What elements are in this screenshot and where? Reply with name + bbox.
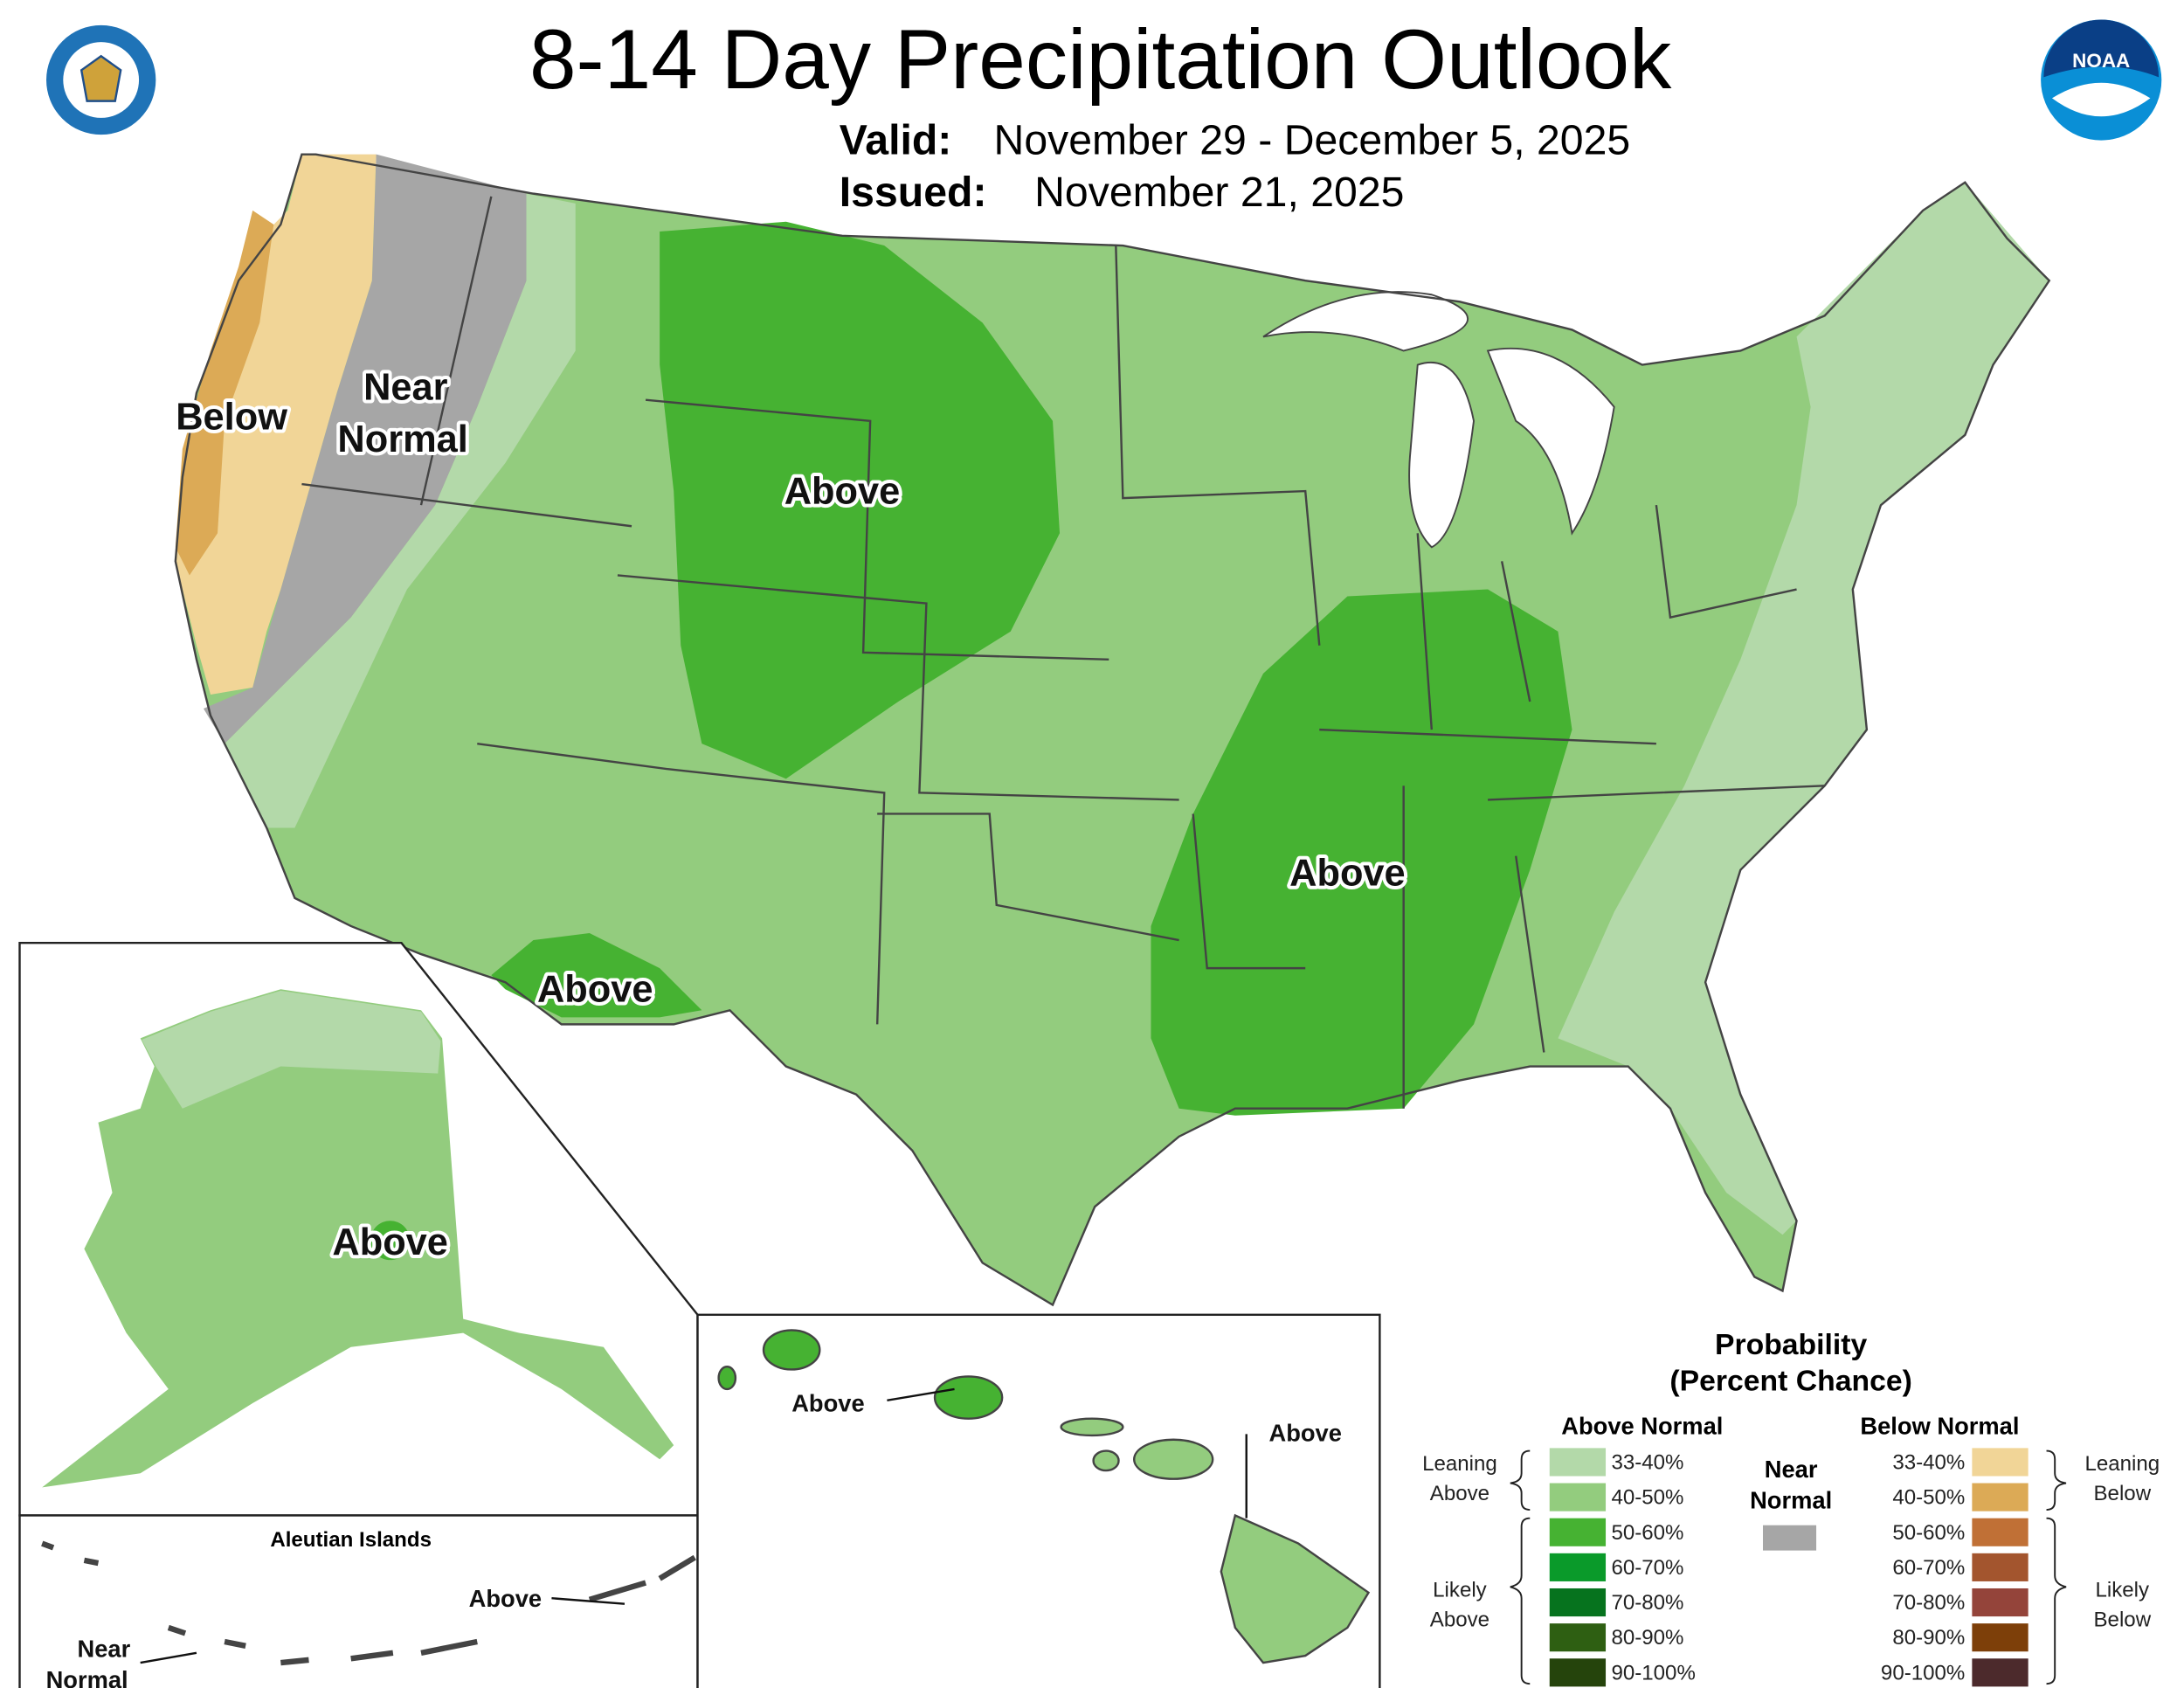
legend-label: 80-90% [1611, 1626, 1683, 1650]
region-label: Below [176, 396, 287, 438]
legend-group: Likely [2096, 1579, 2150, 1602]
region-label: Above [791, 1390, 864, 1417]
legend-label: 70-80% [1892, 1591, 1965, 1615]
noaa-logo: NOAA [2041, 19, 2162, 141]
region-label: Above [332, 1221, 448, 1263]
legend-title: Probability [1715, 1328, 1868, 1361]
legend-group: Likely [1433, 1579, 1487, 1602]
legend-swatch [1549, 1553, 1607, 1581]
region-label: Normal [46, 1666, 128, 1688]
legend-header: Below Normal [1860, 1412, 2019, 1439]
legend-label: 40-50% [1892, 1486, 1965, 1510]
legend-swatch [1972, 1588, 2028, 1617]
issued-label: Issued: [840, 169, 987, 216]
legend-swatch [1549, 1658, 1607, 1687]
aleutians-inset: Aleutian Islands Above Near Normal [18, 1514, 699, 1688]
legend-label: 90-100% [1881, 1661, 1965, 1685]
region-label: Above [1268, 1419, 1341, 1446]
commerce-seal [43, 22, 159, 138]
region-label: Near [363, 367, 448, 409]
issued-date: November 21, 2025 [1034, 169, 1404, 216]
legend-label: 33-40% [1892, 1450, 1965, 1474]
region-label: Above [469, 1585, 542, 1612]
legend-swatch [1972, 1518, 2028, 1546]
legend-swatch [1549, 1518, 1607, 1546]
legend-group: Above [1430, 1608, 1489, 1631]
legend-group: Above [1430, 1482, 1489, 1505]
legend-swatch [1549, 1483, 1607, 1512]
region-label: Above [784, 471, 901, 513]
legend-header: Above Normal [1561, 1412, 1723, 1439]
legend-swatch [1762, 1525, 1817, 1551]
legend-label: 50-60% [1611, 1521, 1683, 1545]
legend-label: 40-50% [1611, 1486, 1683, 1510]
legend-label: 60-70% [1611, 1556, 1683, 1580]
region-label: Normal [337, 419, 467, 460]
legend-near: Normal [1750, 1486, 1832, 1513]
legend-subtitle: (Percent Chance) [1669, 1365, 1911, 1398]
legend-label: 33-40% [1611, 1450, 1683, 1474]
alaska-inset: Above [18, 942, 699, 1517]
legend: Probability (Percent Chance) Above Norma… [1422, 1328, 2160, 1687]
noaa-text: NOAA [2072, 50, 2130, 72]
legend-swatch [1549, 1623, 1607, 1652]
legend-swatch [1972, 1623, 2028, 1652]
legend-group: Leaning [1422, 1452, 1497, 1476]
region-label: Above [537, 969, 653, 1011]
legend-label: 80-90% [1892, 1626, 1965, 1650]
title: 8-14 Day Precipitation Outlook [529, 13, 1672, 107]
valid-label: Valid: [840, 117, 952, 164]
legend-near: Near [1765, 1456, 1818, 1483]
legend-group: Below [2094, 1608, 2152, 1631]
legend-label: 50-60% [1892, 1521, 1965, 1545]
hawaii-inset: Above Above [696, 1313, 1381, 1688]
region-label: Near [78, 1636, 131, 1663]
legend-label: 60-70% [1892, 1556, 1965, 1580]
conus: Below Near Normal Above Above Above [172, 153, 2051, 1307]
legend-swatch [1972, 1483, 2028, 1512]
legend-swatch [1549, 1588, 1607, 1617]
legend-swatch [1972, 1553, 2028, 1581]
valid-dates: November 29 - December 5, 2025 [994, 117, 1631, 164]
legend-group: Leaning [2084, 1452, 2160, 1476]
legend-group: Below [2094, 1482, 2152, 1505]
legend-swatch [1972, 1448, 2028, 1477]
legend-swatch [1972, 1658, 2028, 1687]
legend-label: 70-80% [1611, 1591, 1683, 1615]
region-label: Above [1289, 852, 1406, 894]
inset-title: Aleutian Islands [270, 1528, 432, 1552]
legend-swatch [1549, 1448, 1607, 1477]
legend-label: 90-100% [1611, 1661, 1695, 1685]
